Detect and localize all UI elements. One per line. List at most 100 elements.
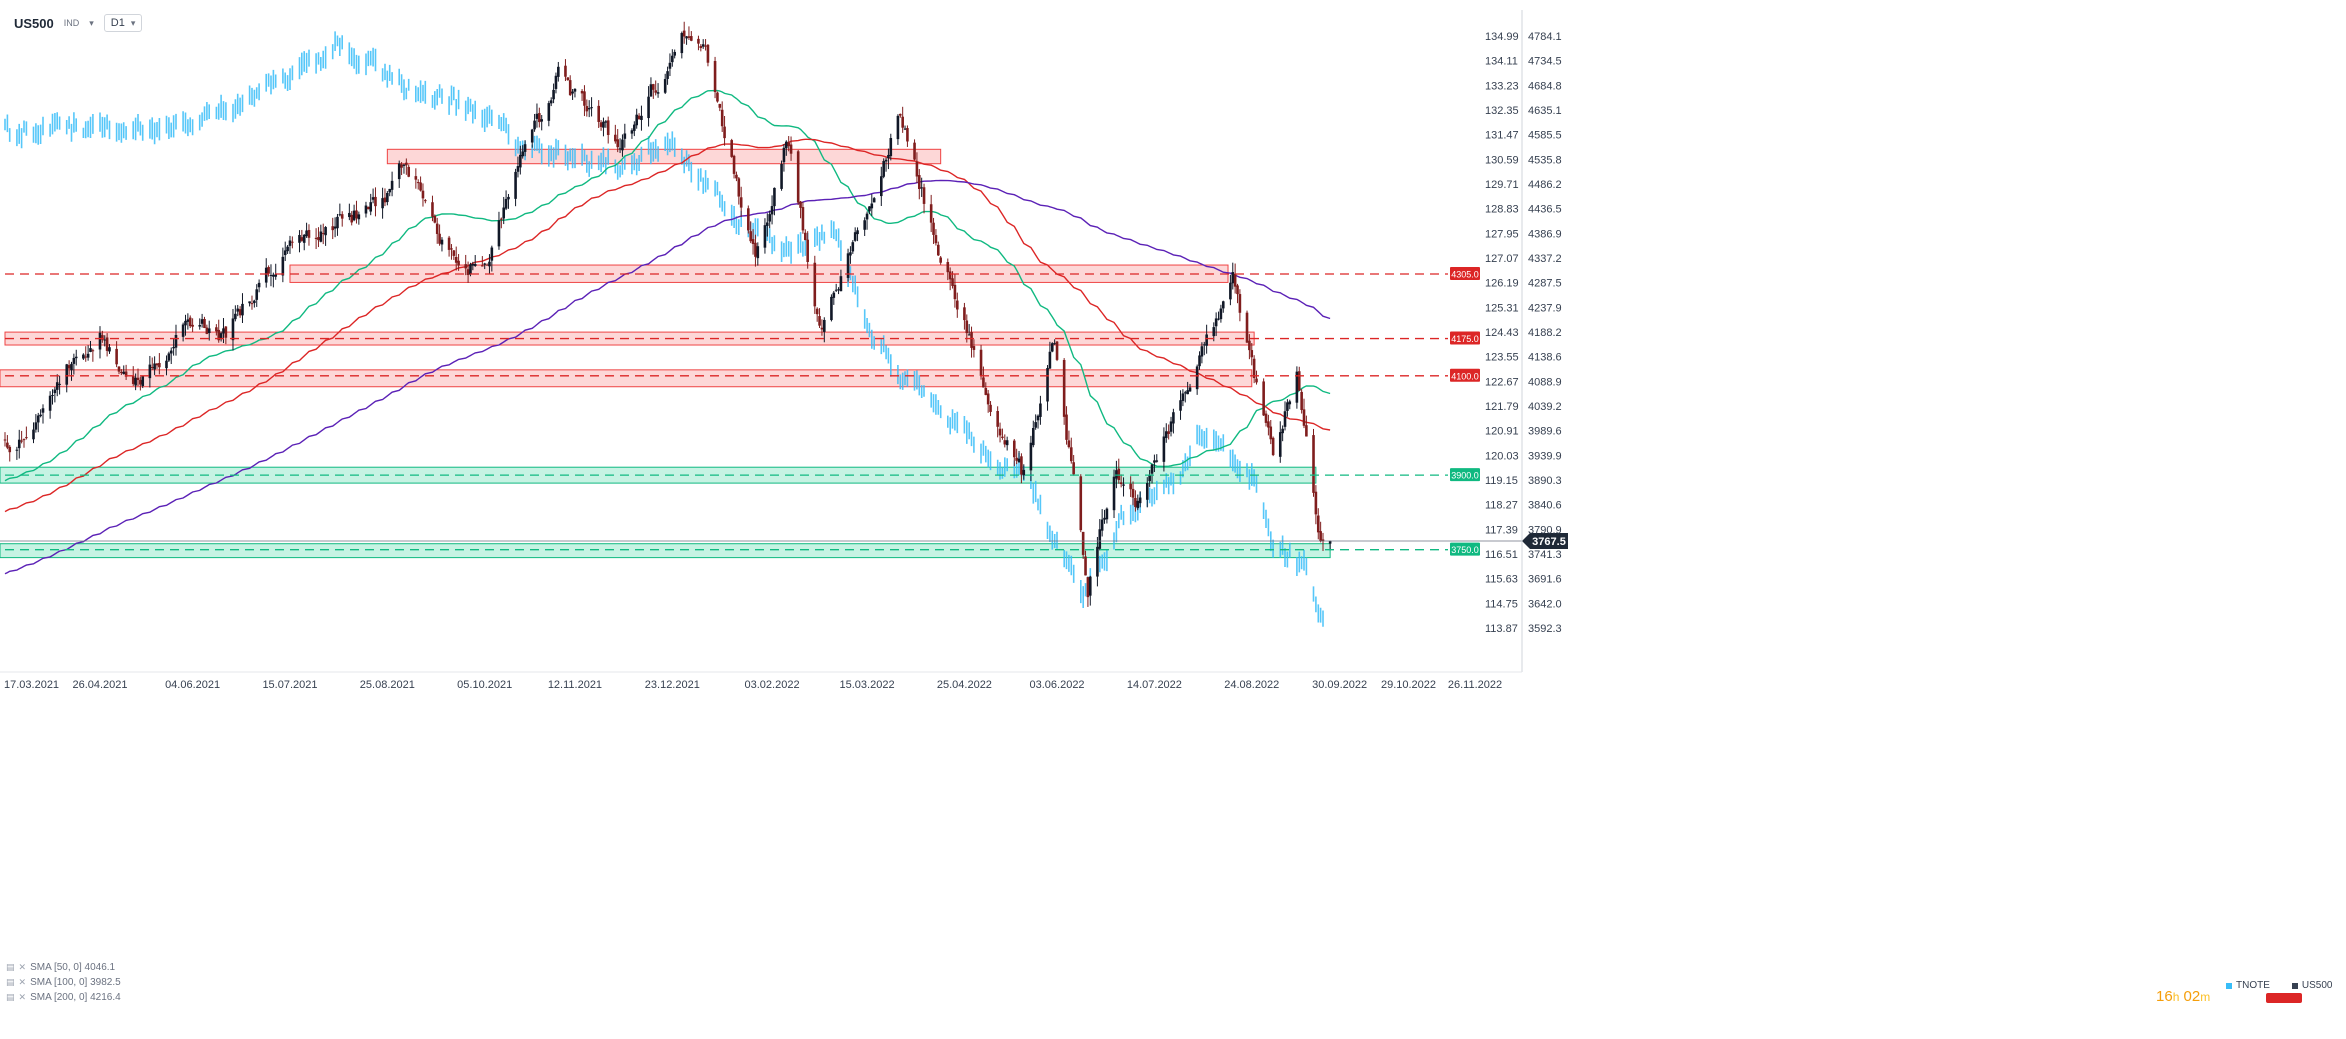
- x-tick-label: 25.08.2021: [360, 679, 415, 691]
- candle-body: [473, 264, 477, 266]
- candle-body: [801, 207, 805, 231]
- indicator-close-icon[interactable]: ✕: [18, 977, 27, 987]
- candle-body: [685, 36, 688, 39]
- indicator-settings-icon[interactable]: ▤: [6, 977, 15, 987]
- candle-body: [787, 142, 790, 147]
- candle-body: [566, 77, 570, 81]
- candle-body: [989, 404, 992, 412]
- candle-body: [789, 144, 793, 154]
- candle-body: [184, 320, 187, 326]
- candle-body: [766, 222, 769, 226]
- candle-body: [1217, 318, 1220, 320]
- candle-body: [272, 274, 275, 277]
- sma-200-line: [4, 179, 1331, 575]
- candle-body: [433, 215, 437, 223]
- candles-layer: [3, 21, 1332, 607]
- candle-body: [407, 166, 411, 177]
- candle-body: [552, 89, 555, 100]
- y-tick-label: 3741.3: [1528, 549, 1562, 561]
- symbol-chevron-down-icon[interactable]: ▾: [89, 17, 94, 28]
- candle-body: [682, 30, 686, 37]
- symbol-label[interactable]: US500: [14, 15, 54, 31]
- candle-body: [849, 252, 852, 256]
- y-left-tick-label: 120.03: [1485, 450, 1519, 462]
- candle-body: [984, 387, 988, 395]
- candle-body: [1319, 531, 1322, 542]
- candle-body: [336, 216, 339, 229]
- candle-body: [167, 353, 171, 361]
- candle-body: [1034, 422, 1037, 428]
- indicator-settings-icon[interactable]: ▤: [6, 962, 15, 972]
- y-left-tick-label: 118.27: [1485, 500, 1518, 512]
- candle-body: [319, 231, 323, 242]
- indicator-close-icon[interactable]: ✕: [18, 962, 27, 972]
- y-left-tick-label: 130.59: [1485, 154, 1519, 166]
- candle-body: [1314, 491, 1318, 515]
- candle-body: [1219, 308, 1223, 320]
- candle-body: [165, 360, 168, 369]
- candle-body: [471, 264, 475, 266]
- candle-body: [490, 247, 494, 261]
- x-tick-label: 15.03.2022: [840, 679, 895, 691]
- candle-body: [269, 275, 273, 277]
- candle-body: [870, 203, 874, 209]
- candle-body: [730, 140, 733, 157]
- level-badge: [1450, 542, 1480, 556]
- candle-body: [917, 175, 921, 189]
- indicator-close-icon[interactable]: ✕: [18, 992, 27, 1002]
- candle-body: [350, 214, 354, 223]
- legend-item-tnote[interactable]: TNOTE US500: [2226, 980, 2332, 991]
- x-tick-label: 25.04.2022: [937, 679, 992, 691]
- y-tick-label: 4039.2: [1528, 401, 1562, 413]
- y-tick-label: 3642.0: [1528, 598, 1562, 610]
- indicator-row-sma100[interactable]: ▤ ✕ SMA [100, 0] 3982.5: [6, 975, 121, 990]
- candle-body: [150, 366, 154, 368]
- candle-body: [554, 75, 558, 89]
- candle-body: [72, 357, 76, 364]
- candle-body: [1205, 334, 1208, 346]
- candle-body: [834, 289, 838, 291]
- candle-body: [737, 178, 741, 197]
- candle-body: [982, 377, 985, 388]
- candle-body: [22, 439, 26, 441]
- candle-body: [547, 103, 551, 121]
- candle-body: [633, 124, 636, 131]
- candle-body: [248, 301, 251, 304]
- x-tick-label: 15.07.2021: [262, 679, 317, 691]
- y-left-tick-label: 132.35: [1485, 105, 1519, 117]
- y-left-tick-label: 128.83: [1485, 204, 1519, 216]
- candle-body: [369, 202, 373, 212]
- x-tick-label: 04.06.2021: [165, 679, 220, 691]
- candle-body: [1195, 366, 1199, 390]
- indicator-settings-icon[interactable]: ▤: [6, 992, 15, 1002]
- candle-body: [1131, 488, 1135, 498]
- candle-body: [1086, 577, 1090, 598]
- candle-body: [281, 256, 285, 276]
- candle-body: [1248, 340, 1251, 351]
- candle-body: [846, 253, 850, 278]
- candle-body: [500, 218, 503, 220]
- candle-body: [996, 411, 999, 427]
- y-left-tick-label: 113.87: [1485, 623, 1518, 635]
- candle-body: [3, 439, 7, 441]
- y-left-tick-label: 114.75: [1485, 598, 1518, 610]
- candle-body: [469, 264, 472, 275]
- candle-body: [457, 260, 460, 266]
- candle-body: [1302, 409, 1306, 426]
- candle-body: [67, 365, 71, 369]
- candle-body: [951, 278, 954, 286]
- candle-body: [818, 316, 821, 326]
- candle-body: [1172, 412, 1175, 424]
- indicator-row-sma50[interactable]: ▤ ✕ SMA [50, 0] 4046.1: [6, 960, 121, 975]
- candle-body: [438, 233, 441, 244]
- candle-body: [488, 261, 491, 267]
- y-tick-label: 4684.8: [1528, 80, 1562, 92]
- candle-body: [416, 182, 420, 184]
- candle-body: [1081, 531, 1085, 555]
- candle-body: [1183, 392, 1187, 394]
- indicator-row-sma200[interactable]: ▤ ✕ SMA [200, 0] 4216.4: [6, 990, 121, 1005]
- timeframe-select[interactable]: D1 ▾: [103, 14, 143, 32]
- candle-body: [1039, 403, 1042, 417]
- y-tick-label: 4237.9: [1528, 302, 1562, 314]
